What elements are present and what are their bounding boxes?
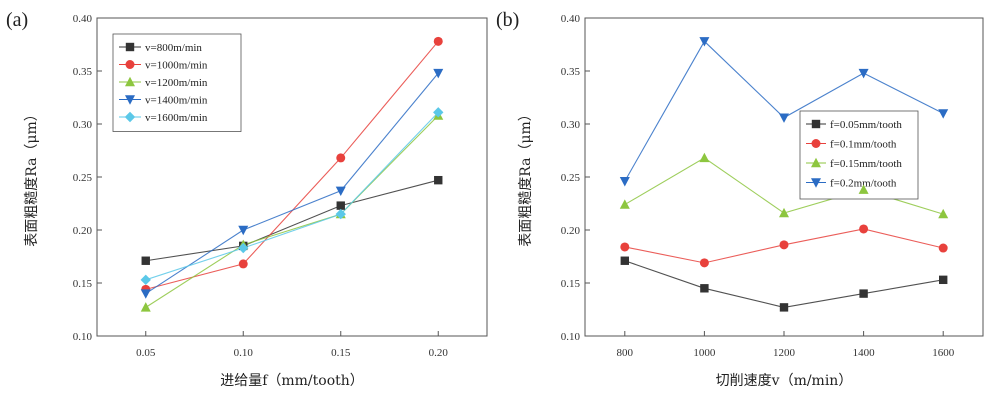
panel-b-y-axis-label: 表面粗糙度Ra（μm） (518, 107, 534, 247)
panel-a-data-point (140, 302, 151, 312)
panel-a-data-point (433, 36, 443, 46)
panel-b-data-point (858, 184, 869, 194)
panel-a-x-tick-label: 0.15 (331, 347, 351, 359)
panel-a-y-tick-label: 0.15 (73, 278, 93, 290)
panel-a-panel-label: (a) (6, 9, 28, 31)
panel-a-series-line-5 (145, 111, 439, 281)
panel-a-data-point (336, 201, 345, 210)
panel-a-y-tick-label: 0.30 (73, 119, 93, 131)
panel-b-data-point (779, 113, 789, 123)
panel-b-y-tick-label: 0.10 (561, 331, 581, 343)
panel-a-chart: 0.10 0.15 0.20 0.25 0.30 0.35 0.40 0.05 0.10 0.15… (6, 9, 488, 389)
panel-a-legend-marker (124, 111, 136, 123)
panel-b-data-point (859, 224, 869, 234)
panel-b-y-tick-label: 0.15 (561, 278, 581, 290)
panel-a-data-point (434, 175, 443, 185)
panel-b-legend-label: f=0.2mm/tooth (830, 178, 897, 190)
panel-b-data-point (939, 275, 948, 285)
panel-a-y-tick-label: 0.10 (73, 331, 93, 343)
panel-a-legend-marker (125, 76, 135, 87)
panel-a-legend-marker (125, 95, 135, 105)
panel-b-data-point (619, 177, 630, 187)
panel-b-data-point (620, 242, 630, 252)
panel-b-data-point (700, 284, 709, 293)
panel-b-x-tick-label: 800 (617, 347, 634, 359)
panel-a-data-point (433, 68, 444, 79)
panel-a-legend-marker (125, 60, 135, 69)
panel-a-x-tick-label: 0.10 (234, 347, 254, 359)
panel-b-data-point (779, 240, 789, 250)
panel-a-data-point (335, 186, 346, 196)
panel-a-data-point (238, 242, 249, 254)
panel-b-y-tick-label: 0.30 (561, 119, 581, 131)
panel-a-legend-label: v=1000m/min (145, 60, 208, 72)
panel-a-x-tick-label: 0.20 (429, 347, 449, 359)
panel-a-legend-label: v=1400m/min (145, 95, 208, 107)
panel-a-legend-label: v=800m/min (145, 42, 202, 54)
panel-b-x-tick-label: 1000 (693, 347, 716, 359)
panel-b-data-point (938, 208, 949, 219)
panel-a-legend-box (112, 33, 242, 132)
panel-a-y-tick-label: 0.40 (73, 13, 93, 25)
panel-a-y-tick-label: 0.35 (73, 66, 93, 78)
panel-b-legend-marker (811, 119, 821, 129)
panel-b-data-point (938, 109, 949, 119)
panel-a-y-tick-label: 0.25 (73, 172, 93, 184)
panel-b-chart: 0.10 0.15 0.20 0.25 0.30 0.35 0.40 800 1000 1200 1… (496, 9, 984, 389)
panel-b-data-point (859, 289, 868, 298)
panel-b-data-point (699, 37, 710, 47)
panel-b-data-point (619, 199, 630, 209)
panel-a-y-tick-label: 0.20 (73, 225, 93, 237)
panel-b-legend-label: f=0.05mm/tooth (830, 119, 902, 131)
panel-a-data-point (433, 107, 444, 118)
panel-a-legend-label: v=1200m/min (145, 77, 208, 89)
panel-a-data-point (140, 289, 151, 299)
panel-b-data-point (620, 256, 629, 265)
panel-a-data-point (335, 208, 346, 220)
panel-a-data-point (140, 274, 151, 286)
panel-a-series-line-4 (145, 72, 439, 295)
panel-b-y-tick-label: 0.25 (561, 172, 581, 184)
panel-a-series-line-1 (145, 179, 439, 262)
panel-b-series-line-1 (624, 260, 944, 308)
panel-a-series-line-3 (145, 115, 439, 308)
panel-b-y-tick-label: 0.40 (561, 13, 581, 25)
panel-a-data-point (336, 153, 346, 163)
panel-a-legend-label: v=1600m/min (145, 112, 208, 124)
panel-a-legend-marker (125, 42, 135, 52)
panel-b-x-axis-label: 切削速度v（m/min） (716, 373, 853, 389)
panel-b-data-point (858, 68, 869, 79)
panel-b-data-point (938, 243, 948, 253)
panel-a-data-point (238, 225, 249, 236)
panel-b-x-tick-label: 1400 (853, 347, 876, 359)
panel-b-y-tick-label: 0.35 (561, 66, 581, 78)
panel-a-x-axis-label: 进给量f（mm/tooth） (220, 373, 364, 389)
panel-b-legend-label: f=0.15mm/tooth (830, 158, 902, 170)
panel-b-legend-marker (811, 178, 821, 188)
panel-a-y-axis-label: 表面粗糙度Ra（μm） (24, 107, 40, 247)
panel-b-y-tick-label: 0.20 (561, 225, 581, 237)
panel-b-x-tick-label: 1600 (932, 347, 955, 359)
panel-b-data-point (779, 207, 789, 218)
panel-a-x-tick-label: 0.05 (136, 347, 156, 359)
panel-b-legend-marker (811, 157, 821, 168)
panel-b-data-point (699, 152, 710, 163)
panel-b-data-point (779, 303, 789, 312)
panel-a-data-point (141, 256, 150, 265)
panel-b-panel-label: (b) (496, 9, 519, 31)
panel-b-plot-frame (584, 17, 984, 337)
panel-a-data-point (238, 259, 248, 269)
panel-b-legend-label: f=0.1mm/tooth (830, 139, 897, 151)
panel-b-legend-marker (811, 139, 821, 148)
panel-b-x-tick-label: 1200 (773, 347, 796, 359)
panel-b-data-point (699, 258, 709, 268)
